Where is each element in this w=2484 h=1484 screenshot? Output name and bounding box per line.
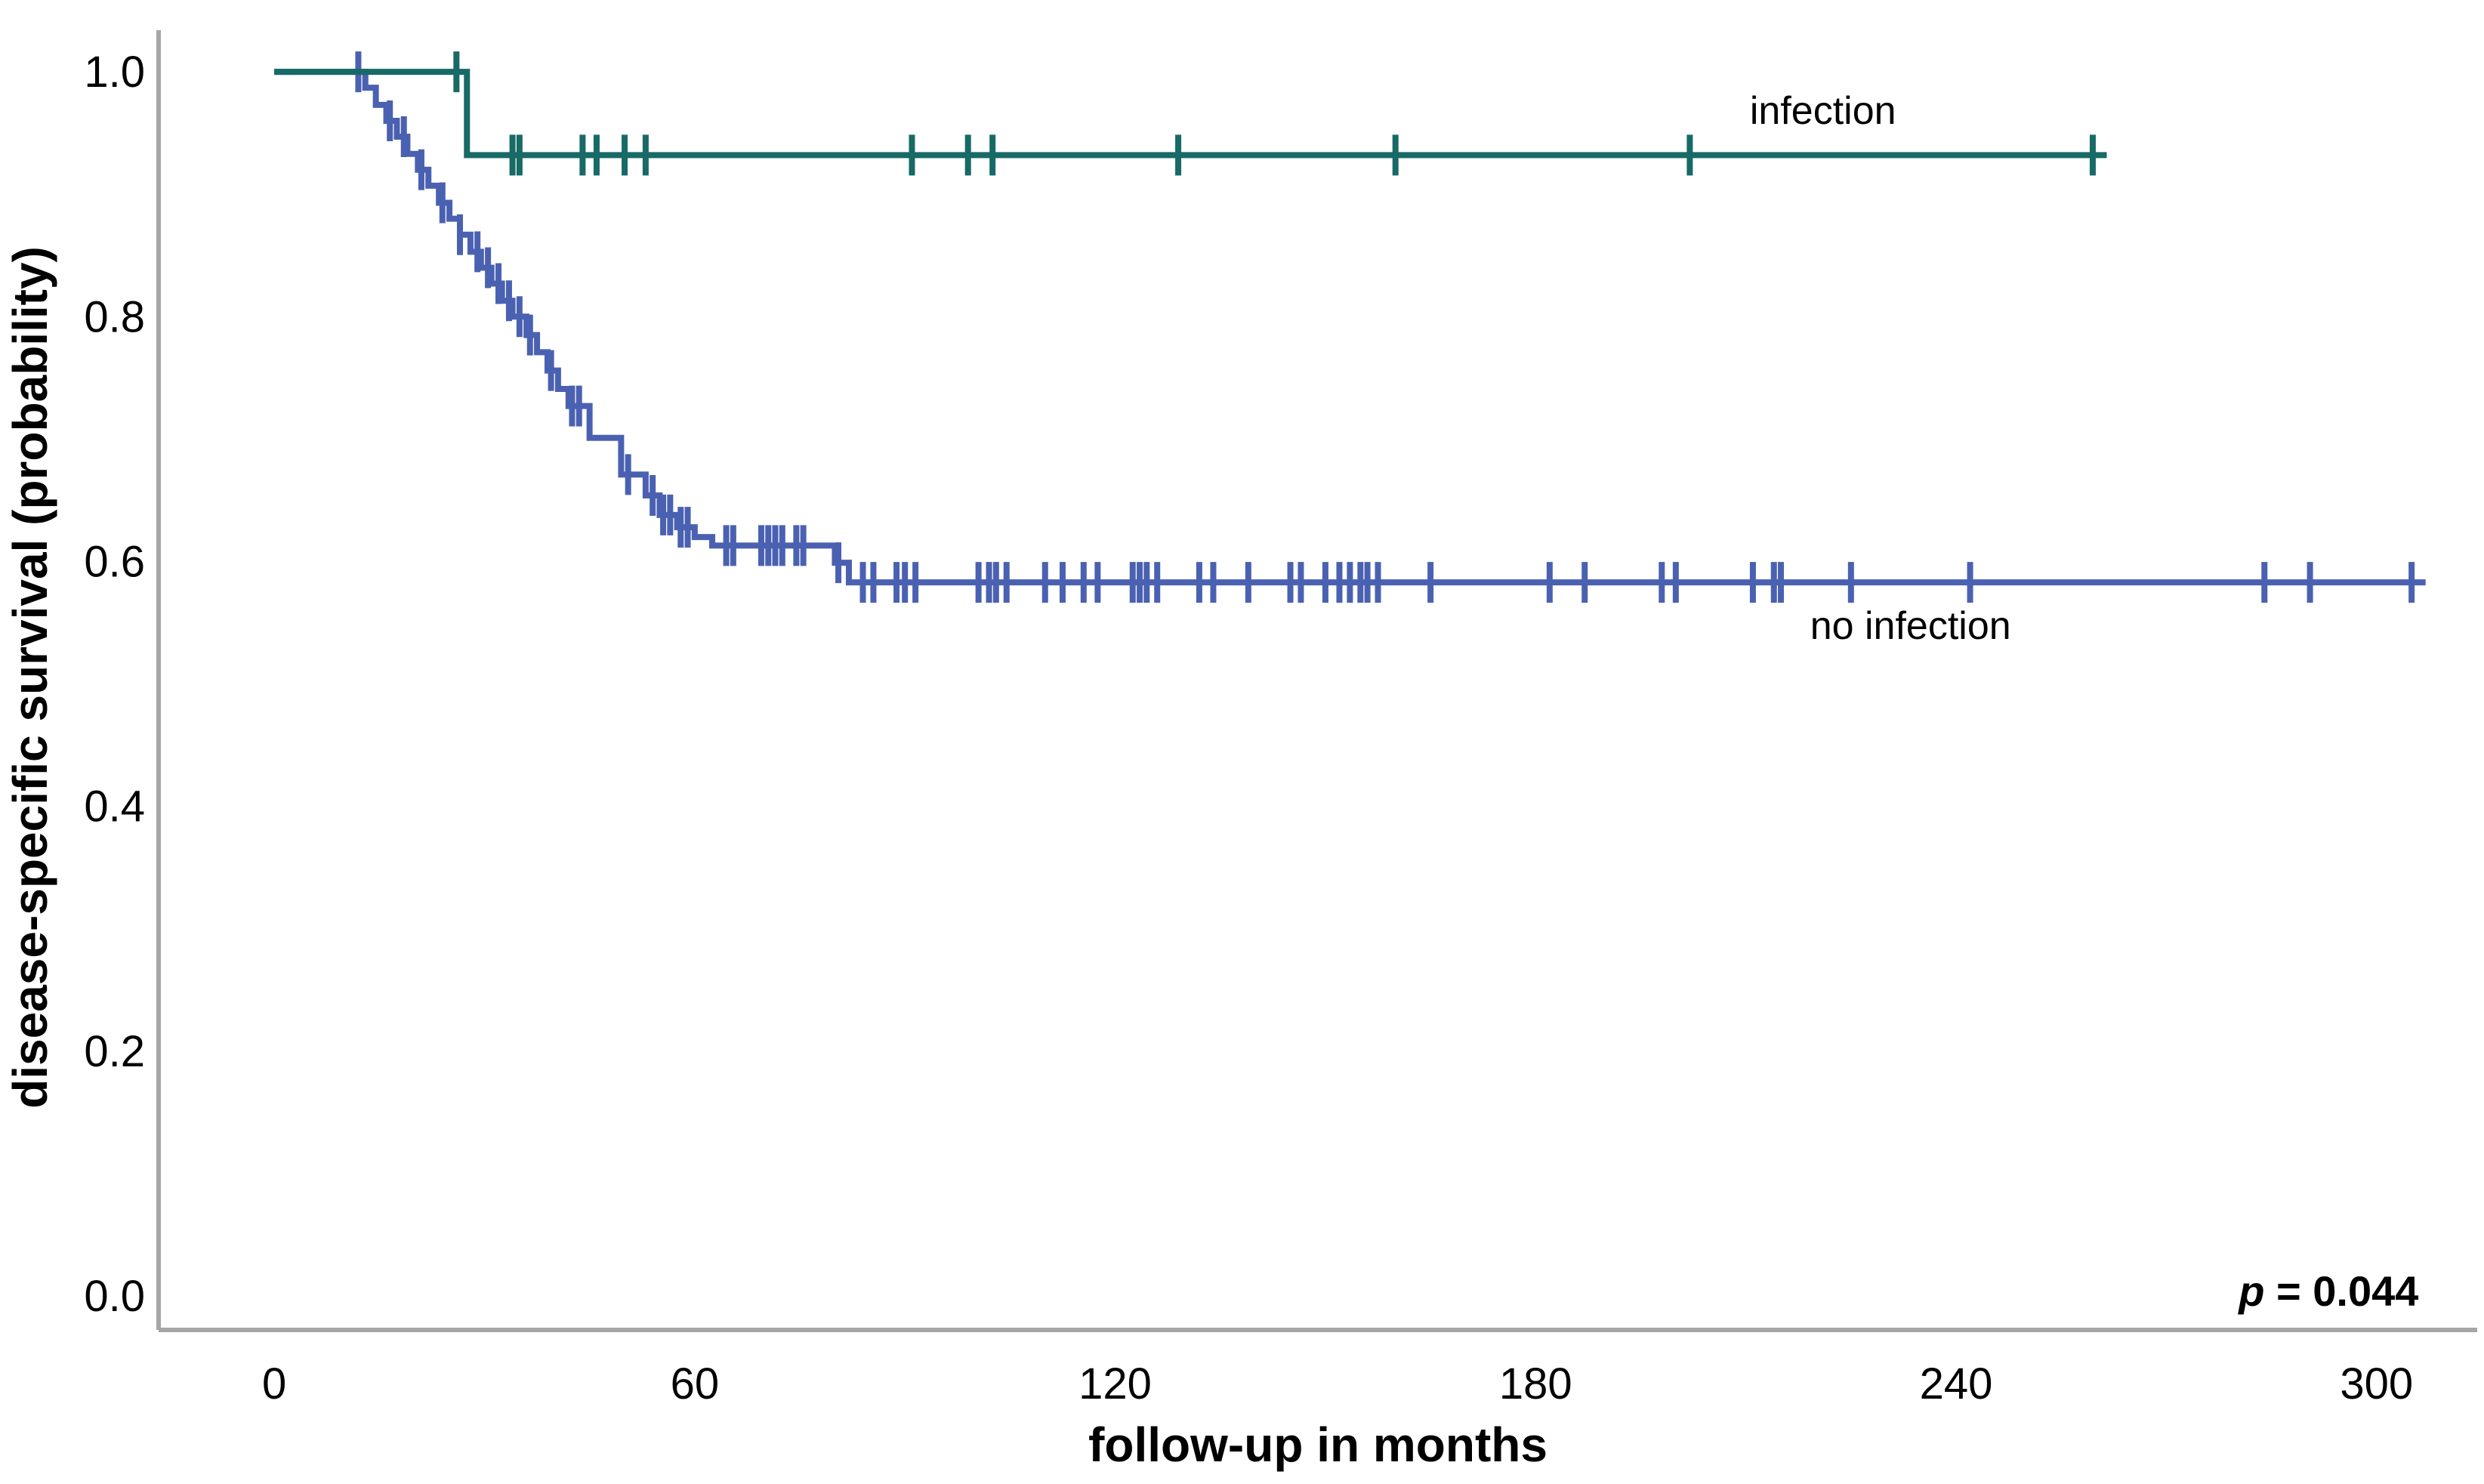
curve-layer (274, 51, 2426, 603)
y-tick-label-0.2: 0.2 (84, 1027, 145, 1076)
x-tick-label-120: 120 (1078, 1359, 1152, 1408)
y-axis-title: disease-specific survival (probability) (3, 246, 57, 1109)
tick-label-layer: 0 60 120 180 240 300 0.0 0.2 0.4 0.6 0.8 1.0 (84, 48, 2413, 1408)
series-label-no-infection: no infection (1810, 604, 2011, 648)
x-tick-label-60: 60 (671, 1359, 720, 1408)
y-tick-label-0.0: 0.0 (84, 1272, 145, 1321)
x-axis-title: follow-up in months (1088, 1418, 1547, 1472)
curve-no-infection (274, 69, 2426, 586)
p-value-annotation: p = 0.044 (2237, 1267, 2418, 1315)
p-symbol: p (2237, 1267, 2264, 1315)
p-value-text: = 0.044 (2264, 1267, 2418, 1315)
x-tick-label-0: 0 (262, 1359, 286, 1408)
x-tick-label-300: 300 (2340, 1359, 2413, 1408)
x-tick-label-240: 240 (1920, 1359, 1993, 1408)
x-tick-label-180: 180 (1499, 1359, 1572, 1408)
axes-layer (156, 30, 2477, 1332)
y-tick-label-1.0: 1.0 (84, 48, 145, 97)
series-label-infection: infection (1750, 89, 1896, 133)
y-tick-label-0.6: 0.6 (84, 538, 145, 587)
y-tick-label-0.4: 0.4 (84, 782, 145, 831)
curve-infection (274, 69, 2107, 159)
y-tick-label-0.8: 0.8 (84, 292, 145, 341)
